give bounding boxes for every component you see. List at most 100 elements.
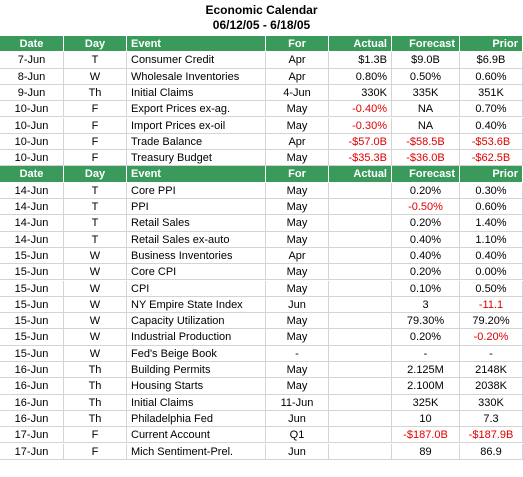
table-cell: 2038K — [460, 378, 523, 395]
table-cell: T — [64, 52, 127, 69]
table-cell: May — [266, 313, 329, 330]
table-cell: 14-Jun — [0, 215, 64, 232]
table-cell: 2148K — [460, 362, 523, 379]
table-cell: 8-Jun — [0, 68, 64, 85]
table-cell: 0.20% — [392, 182, 460, 199]
table-cell: -$53.6B — [460, 133, 523, 151]
table-cell: Capacity Utilization — [127, 313, 266, 330]
table-cell: 11-Jun — [266, 394, 329, 411]
table-cell: May — [266, 329, 329, 346]
table-cell: 9-Jun — [0, 84, 64, 102]
table-cell: 0.00% — [460, 264, 523, 281]
table-cell: 0.20% — [392, 264, 460, 281]
column-header: For — [266, 36, 329, 53]
table-cell: 16-Jun — [0, 378, 64, 395]
table-cell: 7-Jun — [0, 52, 64, 69]
table-cell: May — [266, 231, 329, 248]
table-cell: May — [266, 362, 329, 379]
table-cell: 79.30% — [392, 313, 460, 330]
table-cell: 0.40% — [460, 117, 523, 134]
table-cell: CPI — [127, 280, 266, 297]
table-cell: 0.50% — [392, 68, 460, 85]
table-cell: Trade Balance — [127, 133, 266, 151]
table-cell: Mich Sentiment-Prel. — [127, 443, 266, 460]
table-cell: 0.60% — [460, 199, 523, 216]
table-cell: 1.10% — [460, 231, 523, 248]
table-cell — [329, 231, 392, 248]
column-header: Date — [0, 166, 64, 183]
table-cell: 14-Jun — [0, 182, 64, 199]
table-cell: 351K — [460, 84, 523, 102]
table-cell: W — [64, 68, 127, 85]
table-cell: Th — [64, 394, 127, 411]
table-cell: 330K — [460, 394, 523, 411]
table-cell: 10-Jun — [0, 133, 64, 151]
column-header: Prior — [460, 166, 523, 183]
table-cell: -0.20% — [460, 329, 523, 346]
table-cell: 330K — [329, 84, 392, 102]
table-cell: 0.20% — [392, 329, 460, 346]
table-cell: NA — [392, 117, 460, 134]
table-cell: Industrial Production — [127, 329, 266, 346]
column-header: Prior — [460, 36, 523, 53]
table-cell: $1.3B — [329, 52, 392, 69]
table-cell — [329, 296, 392, 314]
table-cell: 15-Jun — [0, 296, 64, 314]
table-cell — [329, 443, 392, 460]
table-cell: 16-Jun — [0, 394, 64, 411]
table-cell: Retail Sales ex-auto — [127, 231, 266, 248]
table-cell: May — [266, 101, 329, 118]
table-cell: W — [64, 313, 127, 330]
table-cell: NA — [392, 101, 460, 118]
table-cell: T — [64, 215, 127, 232]
table-cell: 14-Jun — [0, 199, 64, 216]
table-cell — [329, 280, 392, 297]
table-cell: - — [266, 345, 329, 362]
table-cell: 7.3 — [460, 410, 523, 428]
column-header: For — [266, 166, 329, 183]
table-cell: F — [64, 443, 127, 460]
table-cell: Consumer Credit — [127, 52, 266, 69]
table-cell: Wholesale Inventories — [127, 68, 266, 85]
table-cell: T — [64, 182, 127, 199]
table-cell: -0.30% — [329, 117, 392, 134]
table-cell — [329, 394, 392, 411]
table-cell — [329, 199, 392, 216]
table-cell — [329, 362, 392, 379]
table-cell: 0.50% — [460, 280, 523, 297]
table-cell: 17-Jun — [0, 443, 64, 460]
subtitle: 06/12/05 - 6/18/05 — [212, 18, 311, 32]
table-cell: 0.40% — [392, 247, 460, 265]
column-header: Date — [0, 36, 64, 53]
table-cell: F — [64, 101, 127, 118]
table-cell: W — [64, 280, 127, 297]
table-cell: $6.9B — [460, 52, 523, 69]
table-cell: Treasury Budget — [127, 150, 266, 167]
table-cell: 15-Jun — [0, 345, 64, 362]
table-cell — [329, 264, 392, 281]
table-cell: Th — [64, 84, 127, 102]
table-cell: Philadelphia Fed — [127, 410, 266, 428]
table-cell: 86.9 — [460, 443, 523, 460]
table-cell: 0.80% — [329, 68, 392, 85]
table-cell: Export Prices ex-ag. — [127, 101, 266, 118]
table-cell: $9.0B — [392, 52, 460, 69]
table-cell: -$36.0B — [392, 150, 460, 167]
table-cell — [329, 313, 392, 330]
column-header: Forecast — [392, 166, 460, 183]
table-cell: 3 — [392, 296, 460, 314]
table-cell: May — [266, 199, 329, 216]
table-cell: W — [64, 345, 127, 362]
table-cell: -$58.5B — [392, 133, 460, 151]
table-cell: Building Permits — [127, 362, 266, 379]
table-cell: Apr — [266, 133, 329, 151]
table-cell: 0.30% — [460, 182, 523, 199]
table-cell — [329, 345, 392, 362]
table-cell: Import Prices ex-oil — [127, 117, 266, 134]
table-cell: -$187.0B — [392, 427, 460, 444]
table-cell: 2.125M — [392, 362, 460, 379]
table-cell: 79.20% — [460, 313, 523, 330]
table-cell: PPI — [127, 199, 266, 216]
table-cell: 1.40% — [460, 215, 523, 232]
